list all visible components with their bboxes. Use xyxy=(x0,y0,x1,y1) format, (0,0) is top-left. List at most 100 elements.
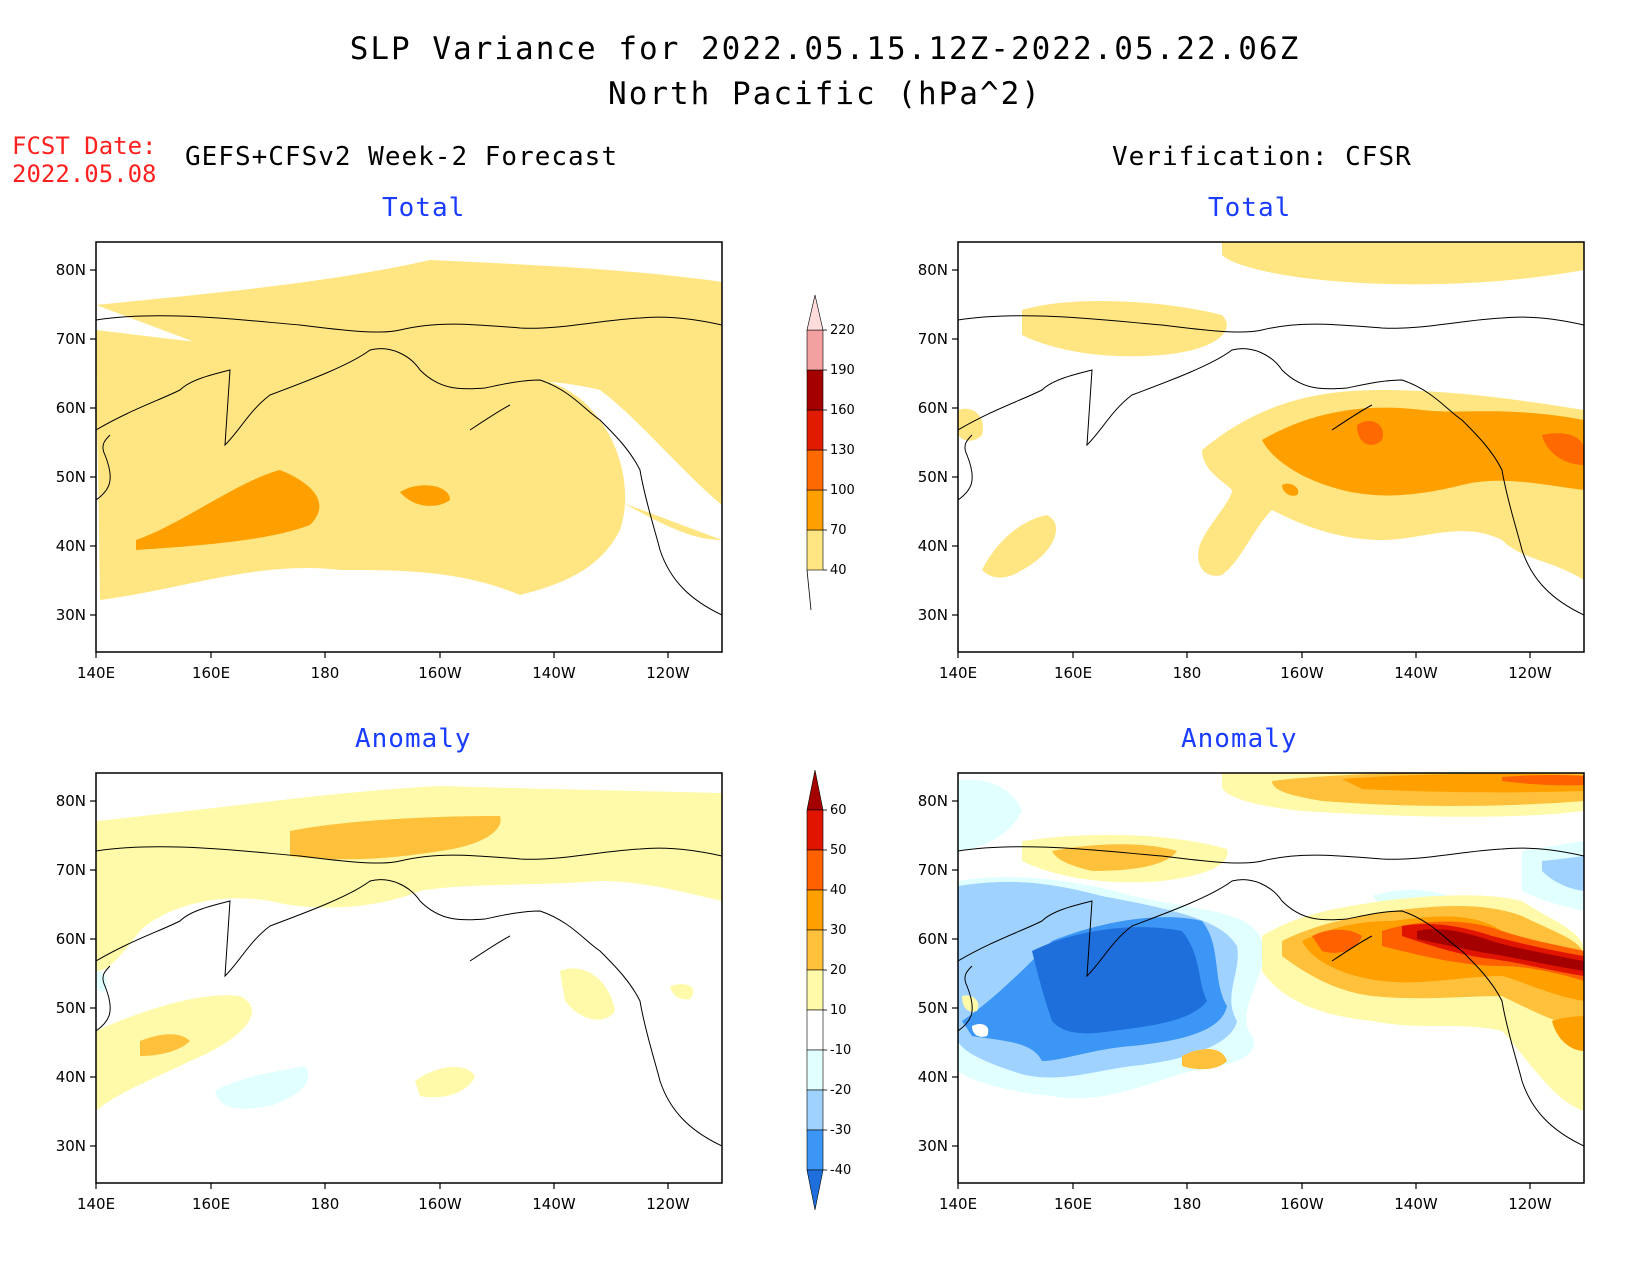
lon-tick-label: 140E xyxy=(939,664,977,682)
lat-tick-label: 30N xyxy=(918,1137,948,1155)
verification-anomaly-fill xyxy=(958,773,1584,1111)
lat-tick-label: 80N xyxy=(56,792,86,810)
lon-tick-label: 160E xyxy=(192,664,230,682)
colorbar-label: -30 xyxy=(830,1123,851,1138)
lat-tick-label: 30N xyxy=(56,1137,86,1155)
chart-title: SLP Variance for 2022.05.15.12Z-2022.05.… xyxy=(349,31,1301,67)
colorbar-box xyxy=(806,1009,824,1051)
lon-tick-label: 180 xyxy=(311,664,340,682)
colorbar-box xyxy=(806,1089,824,1131)
forecast-total-frame xyxy=(95,241,723,653)
colorbar-box xyxy=(806,529,824,571)
colorbar-label: 40 xyxy=(830,883,847,898)
lat-tick-label: 60N xyxy=(918,930,948,948)
verification-anomaly-map: 140E 160E 180 160W 140W 120W 30N 40N 50N 60N 70N 80… xyxy=(918,772,1585,1213)
colorbar-label: 50 xyxy=(830,843,847,858)
lat-tick-label: 50N xyxy=(56,999,86,1017)
verification-total-title: Total xyxy=(1208,193,1292,223)
lon-tick-label: 120W xyxy=(1508,1195,1552,1213)
lat-tick-label: 50N xyxy=(918,999,948,1017)
colorbar-label: 100 xyxy=(830,483,855,498)
colorbar-box xyxy=(806,409,824,451)
colorbar-label: 70 xyxy=(830,523,847,538)
colorbar-label: 30 xyxy=(830,923,847,938)
colorbar-label: -20 xyxy=(830,1083,851,1098)
forecast-header: GEFS+CFSv2 Week-2 Forecast xyxy=(185,142,618,172)
forecast-date-value: 2022.05.08 xyxy=(12,160,157,188)
forecast-anomaly-title: Anomaly xyxy=(355,724,472,754)
colorbar-label: 40 xyxy=(830,563,847,578)
lon-tick-label: 160W xyxy=(418,664,462,682)
forecast-total-title: Total xyxy=(382,193,466,223)
lon-tick-label: 140W xyxy=(532,664,576,682)
chart-subtitle: North Pacific (hPa^2) xyxy=(608,76,1042,112)
lat-tick-label: 50N xyxy=(56,468,86,486)
lon-tick-label: 160W xyxy=(1280,1195,1324,1213)
colorbar-box xyxy=(806,449,824,491)
lon-tick-label: 140E xyxy=(77,664,115,682)
colorbar-tail xyxy=(806,569,812,611)
colorbar-box xyxy=(806,329,824,371)
total-colorbar: 40 70 100 130 160 190 220 xyxy=(806,294,855,611)
lat-tick-label: 80N xyxy=(918,261,948,279)
forecast-anomaly-frame xyxy=(95,772,723,1184)
verification-anomaly-title: Anomaly xyxy=(1181,724,1298,754)
lat-tick-label: 60N xyxy=(56,399,86,417)
lat-tick-label: 40N xyxy=(56,1068,86,1086)
forecast-date-label: FCST Date: xyxy=(12,132,157,160)
colorbar-label: -10 xyxy=(830,1043,851,1058)
forecast-total-fill xyxy=(96,260,722,600)
lon-tick-label: 120W xyxy=(1508,664,1552,682)
lon-tick-label: 140E xyxy=(77,1195,115,1213)
lon-tick-label: 180 xyxy=(1173,664,1202,682)
lat-tick-label: 70N xyxy=(56,861,86,879)
colorbar-label: 10 xyxy=(830,1003,847,1018)
forecast-total-map: 140E 160E 180 160W 140W 120W 30N 40N 50N 60N 70N 80… xyxy=(56,241,723,682)
colorbar-box xyxy=(806,1049,824,1091)
lat-tick-label: 30N xyxy=(56,606,86,624)
forecast-anomaly-fill xyxy=(96,786,722,1111)
forecast-anomaly-coastlines xyxy=(96,846,722,1147)
lon-tick-label: 120W xyxy=(646,1195,690,1213)
colorbar-box xyxy=(806,294,824,331)
colorbar-label: -40 xyxy=(830,1163,851,1178)
lon-tick-label: 140E xyxy=(939,1195,977,1213)
lat-tick-label: 70N xyxy=(918,861,948,879)
lat-tick-label: 80N xyxy=(918,792,948,810)
colorbar-box xyxy=(806,369,824,411)
lon-tick-label: 140W xyxy=(1394,1195,1438,1213)
colorbar-box xyxy=(806,929,824,971)
colorbar-box xyxy=(806,889,824,931)
lat-tick-label: 40N xyxy=(56,537,86,555)
lat-tick-label: 70N xyxy=(918,330,948,348)
colorbar-label: 60 xyxy=(830,803,847,818)
lat-tick-label: 30N xyxy=(918,606,948,624)
lon-tick-label: 160E xyxy=(1054,1195,1092,1213)
lat-tick-label: 80N xyxy=(56,261,86,279)
verification-total-coastlines xyxy=(958,315,1584,616)
lat-tick-label: 40N xyxy=(918,1068,948,1086)
lon-tick-label: 160W xyxy=(418,1195,462,1213)
lon-tick-label: 140W xyxy=(532,1195,576,1213)
colorbar-box xyxy=(806,1169,824,1211)
forecast-anomaly-map: 140E 160E 180 160W 140W 120W 30N 40N 50N 60N 70N 80… xyxy=(56,772,723,1213)
verification-total-map: 140E 160E 180 160W 140W 120W 30N 40N 50N 60N 70N 80… xyxy=(918,241,1585,682)
colorbar-label: 160 xyxy=(830,403,855,418)
lon-tick-label: 180 xyxy=(311,1195,340,1213)
colorbar-label: 20 xyxy=(830,963,847,978)
lon-tick-label: 160E xyxy=(1054,664,1092,682)
colorbar-box xyxy=(806,489,824,531)
lon-tick-label: 180 xyxy=(1173,1195,1202,1213)
verification-anomaly-coastlines xyxy=(958,846,1584,1147)
lat-tick-label: 60N xyxy=(56,930,86,948)
verification-anomaly-frame xyxy=(957,772,1585,1184)
lon-tick-label: 160W xyxy=(1280,664,1324,682)
lon-tick-label: 140W xyxy=(1394,664,1438,682)
anomaly-colorbar: 60 50 40 30 20 10 -10 -20 -30 -40 xyxy=(806,769,851,1211)
colorbar-label: 130 xyxy=(830,443,855,458)
lat-tick-label: 60N xyxy=(918,399,948,417)
colorbar-box xyxy=(806,1129,824,1171)
colorbar-box xyxy=(806,769,824,811)
colorbar-label: 220 xyxy=(830,323,855,338)
lat-tick-label: 70N xyxy=(56,330,86,348)
